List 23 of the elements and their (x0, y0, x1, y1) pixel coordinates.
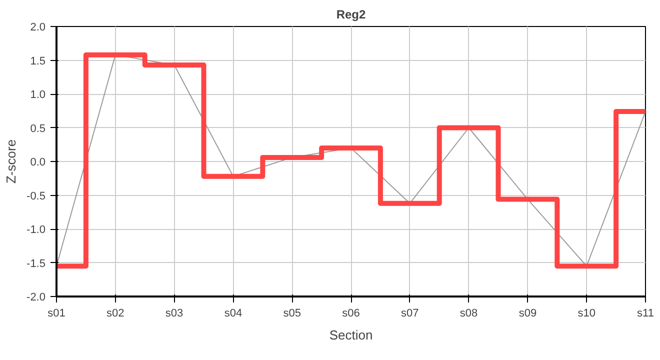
x-tick-label: s03 (165, 308, 184, 320)
x-tick-label: s11 (637, 308, 654, 320)
y-tick-label: -1.0 (26, 224, 46, 236)
x-tick-label: s06 (342, 308, 360, 320)
x-tick-label: s09 (518, 308, 537, 320)
y-tick-label: -0.5 (26, 190, 46, 202)
y-tick-label: 1.0 (30, 89, 46, 101)
y-tick-label: -2.0 (26, 292, 46, 304)
chart-title: Reg2 (336, 8, 366, 22)
y-tick-label: 0.5 (30, 122, 46, 135)
x-tick-label: s10 (578, 308, 596, 320)
y-tick-label: -1.5 (26, 258, 46, 270)
x-tick-label: s02 (106, 308, 124, 320)
y-tick-label: 2.0 (30, 22, 46, 34)
y-tick-label: 0.0 (30, 156, 46, 168)
y-tick-label: 1.5 (30, 55, 46, 68)
x-tick-label: s01 (48, 308, 66, 320)
x-tick-label: s08 (460, 308, 478, 320)
x-axis-title: Section (329, 328, 373, 342)
x-tick-label: s07 (401, 308, 419, 320)
x-tick-label: s04 (224, 308, 242, 320)
y-axis-title: Z-score (4, 139, 19, 184)
x-tick-label: s05 (283, 308, 301, 320)
